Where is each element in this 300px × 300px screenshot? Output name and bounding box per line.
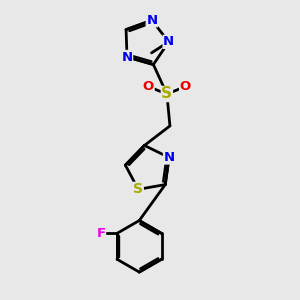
Text: S: S — [161, 86, 172, 101]
Text: O: O — [143, 80, 154, 93]
Text: F: F — [96, 227, 106, 240]
Text: S: S — [133, 182, 143, 197]
Text: N: N — [146, 14, 158, 27]
Text: N: N — [122, 50, 133, 64]
Text: N: N — [164, 151, 175, 164]
Text: N: N — [163, 35, 174, 48]
Text: O: O — [180, 80, 191, 93]
